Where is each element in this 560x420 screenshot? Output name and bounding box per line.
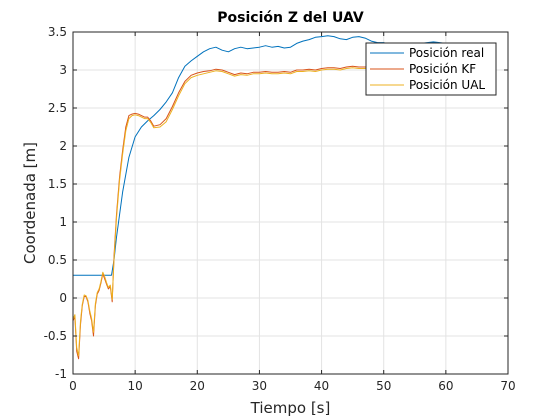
x-tick-label: 60 [438,379,453,393]
x-tick-label: 50 [376,379,391,393]
legend-label: Posición UAL [409,78,485,92]
legend: Posición real Posición KF Posición UAL [365,42,497,96]
series-line-posicion-ual [72,65,446,357]
y-tick-label: -0.5 [44,329,67,343]
y-tick-label: 1.5 [48,177,67,191]
legend-label: Posición KF [409,62,476,76]
chart-title: Posición Z del UAV [217,10,364,26]
axes-box [72,31,509,375]
x-axis-label: Tiempo [s] [250,399,331,417]
x-tick-label: 70 [500,379,515,393]
x-tick-label: 40 [314,379,329,393]
y-tick-label: 3.5 [48,25,67,39]
y-tick-label: 2.5 [48,101,67,115]
y-tick-label: 0 [59,291,67,305]
x-tick-label: 0 [69,379,77,393]
x-tick-label: 10 [128,379,143,393]
x-tick-label: 30 [252,379,267,393]
y-axis-label: Coordenada [m] [21,142,39,264]
y-tick-label: 0.5 [48,253,67,267]
y-tick-label: 2 [59,139,67,153]
y-tick-label: 1 [59,215,67,229]
legend-label: Posición real [409,46,484,60]
y-tick-label: -1 [55,367,67,381]
series-line-posicion-kf [72,64,446,360]
x-tick-label: 20 [190,379,205,393]
y-tick-label: 3 [59,63,67,77]
x-axis-ticks: 0 10 20 30 40 50 60 70 [69,32,516,393]
y-axis-ticks: -1 -0.5 0 0.5 1 1.5 2 2.5 3 3.5 [44,25,508,381]
